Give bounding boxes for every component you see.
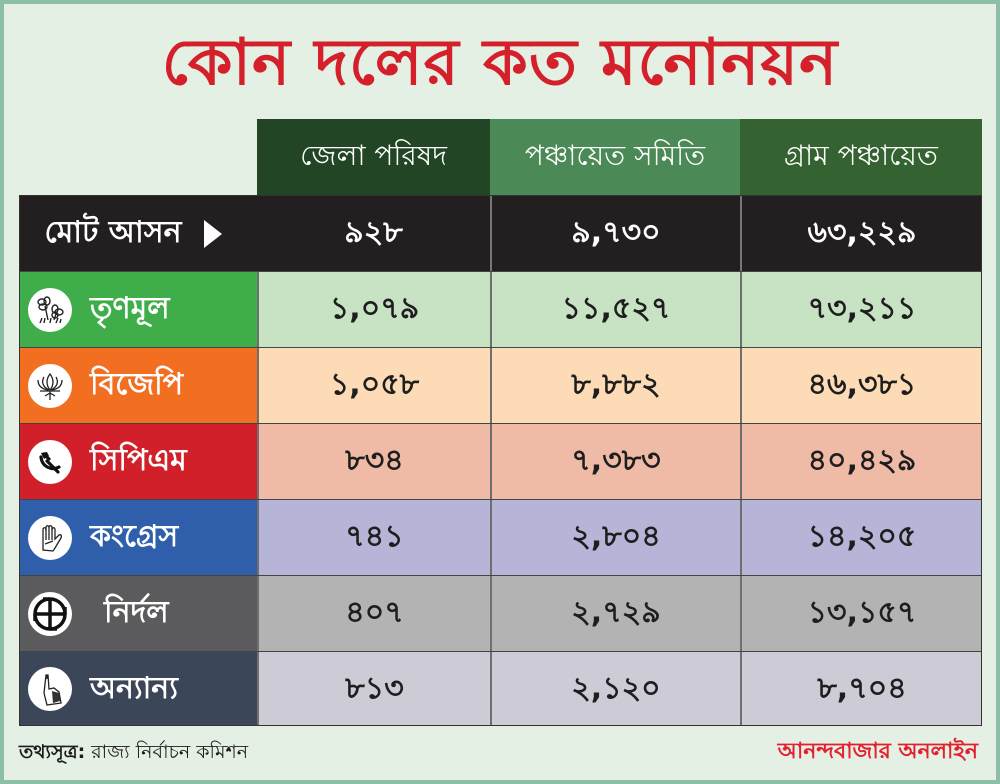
- party-name: অন্যান্য: [90, 670, 178, 706]
- brand-logo-text: আনন্দবাজার অনলাইন: [777, 739, 978, 764]
- source-label: তথ্যসূত্র:: [19, 741, 86, 763]
- party-name: নির্দল: [104, 595, 169, 630]
- column-header-panchayat-samiti: পঞ্চায়েত সমিতি: [490, 119, 740, 195]
- table-row-congress: কংগ্রেস ৭৪১ ২,৮০৪ ১৪,২০৫: [19, 499, 982, 575]
- total-panchayat-samiti: ৯,৭৩০: [490, 196, 740, 271]
- value-zilla-parishad: ৮১৩: [257, 652, 490, 726]
- value-zilla-parishad: ৭৪১: [257, 500, 490, 575]
- source-note: তথ্যসূত্র: রাজ্য নির্বাচন কমিশন: [19, 738, 248, 770]
- total-zilla-parishad: ৯২৮: [344, 215, 403, 250]
- value-panchayat-samiti: ৭,৩৮৩: [490, 424, 740, 499]
- party-label-cell: সিপিএম: [19, 424, 257, 499]
- value-panchayat-samiti: ২,৭২৯: [490, 576, 740, 651]
- source-text: রাজ্য নির্বাচন কমিশন: [85, 741, 249, 763]
- total-gram-panchayat: ৬৩,২২৯: [740, 196, 982, 271]
- value-panchayat-samiti: ২,১২০: [490, 652, 740, 726]
- party-name: তৃণমূল: [90, 291, 170, 326]
- column-header-zilla-parishad: জেলা পরিষদ: [257, 119, 490, 195]
- nominations-table: জেলা পরিষদ পঞ্চায়েত সমিতি গ্রাম পঞ্চায়…: [19, 119, 982, 726]
- flower-grass-icon: [28, 287, 72, 332]
- value-zilla-parishad: ৮৩৪: [257, 424, 490, 499]
- value-gram-panchayat: ৪০,৪২৯: [740, 424, 982, 499]
- value-gram-panchayat: ৭৩,২১১: [740, 272, 982, 347]
- value-panchayat-samiti: ১১,৫২৭: [490, 272, 740, 347]
- party-label-cell: নির্দল: [19, 576, 257, 651]
- value-gram-panchayat: ১৩,১৫৭: [740, 576, 982, 651]
- total-seats-label-cell: মোট আসন: [19, 196, 257, 271]
- table-row-others: অন্যান্য ৮১৩ ২,১২০ ৮,৭০৪: [19, 651, 982, 726]
- value-zilla-parishad: ৪০৭: [257, 576, 490, 651]
- lotus-icon: [28, 363, 72, 408]
- total-seats-row: মোট আসন ৯২৮ ৯,৭৩০ ৬৩,২২৯: [19, 195, 982, 271]
- table-row-tmc: তৃণমূল ১,০৭৯ ১১,৫২৭ ৭৩,২১১: [19, 271, 982, 347]
- page-title: কোন দলের কত মনোনয়ন: [161, 26, 839, 100]
- hand-icon: [28, 515, 72, 560]
- party-name: কংগ্রেস: [90, 519, 179, 554]
- party-label-cell: অন্যান্য: [19, 652, 257, 726]
- value-zilla-parishad: ১,০৫৮: [257, 348, 490, 423]
- table-row-bjp: বিজেপি ১,০৫৮ ৮,৮৮২ ৪৬,৩৮১: [19, 347, 982, 423]
- arrow-right-icon: [203, 219, 222, 248]
- party-name: সিপিএম: [90, 443, 187, 478]
- party-label-cell: বিজেপি: [19, 348, 257, 423]
- value-panchayat-samiti: ২,৮০৪: [490, 500, 740, 575]
- table-row-cpm: সিপিএম ৮৩৪ ৭,৩৮৩ ৪০,৪২৯: [19, 423, 982, 499]
- value-panchayat-samiti: ৮,৮৮২: [490, 348, 740, 423]
- total-seats-label: মোট আসন: [44, 215, 182, 250]
- value-gram-panchayat: ১৪,২০৫: [740, 500, 982, 575]
- party-name: বিজেপি: [90, 367, 184, 402]
- table-row-independent: নির্দল ৪০৭ ২,৭২৯ ১৩,১৫৭: [19, 575, 982, 651]
- party-label-cell: তৃণমূল: [19, 272, 257, 347]
- value-zilla-parishad: ১,০৭৯: [257, 272, 490, 347]
- column-header-gram-panchayat: গ্রাম পঞ্চায়েত: [740, 119, 982, 195]
- value-gram-panchayat: ৮,৭০৪: [740, 652, 982, 726]
- party-label-cell: কংগ্রেস: [19, 500, 257, 575]
- voting-finger-icon: [28, 667, 72, 711]
- hammer-sickle-icon: [28, 439, 72, 484]
- independent-symbol-icon: [28, 591, 72, 636]
- value-gram-panchayat: ৪৬,৩৮১: [740, 348, 982, 423]
